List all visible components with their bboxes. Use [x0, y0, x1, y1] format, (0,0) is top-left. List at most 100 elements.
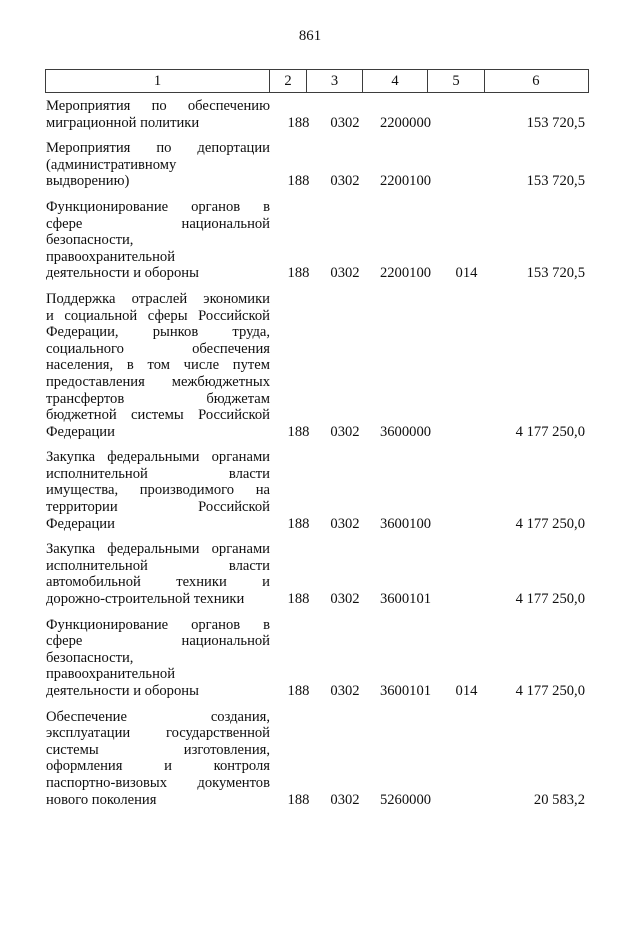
- code-col-4: 3600101: [379, 683, 432, 699]
- row-title-line: территории Российской: [46, 499, 270, 516]
- row-title-line: дорожно-строительной техники: [46, 591, 245, 608]
- row-title: Поддержка отраслей экономики и социальной…: [46, 291, 270, 440]
- row-title-line: нового поколения: [46, 791, 157, 808]
- column-header-1: 1: [153, 72, 162, 89]
- row-title-line: оформления и контроля: [46, 758, 270, 775]
- table-row: Закупка федеральными органами исполнитель…: [46, 541, 588, 607]
- row-title-line: и социальной сферы Российской: [46, 307, 270, 324]
- amount-cell: 153 720,5: [526, 114, 585, 131]
- column-header-2: 2: [269, 70, 306, 92]
- table-row: Мероприятия по депортации (административн…: [46, 140, 588, 190]
- row-title-line: Поддержка отраслей экономики: [46, 290, 270, 307]
- amount-cell: 4 177 250,0: [515, 591, 585, 608]
- row-title-line: Функционирование органов в: [46, 198, 270, 215]
- column-header-6: 6: [484, 70, 587, 92]
- row-title: Мероприятия по депортации (административн…: [46, 140, 270, 190]
- row-title-line: исполнительной власти: [46, 465, 270, 482]
- row-title-line: трансфертов бюджетам: [46, 390, 270, 407]
- row-title-line: Обеспечение создания,: [46, 708, 270, 725]
- table-row: Закупка федеральными органами исполнитель…: [46, 449, 588, 532]
- row-title: Мероприятия по обеспечению миграционной п…: [46, 98, 270, 131]
- row-title-line: предоставления межбюджетных: [46, 373, 270, 390]
- amount-cell: 4 177 250,0: [515, 683, 585, 699]
- amount-cell: 4 177 250,0: [515, 515, 585, 532]
- row-title-line: автомобильной техники и: [46, 574, 270, 591]
- amount-cell: 20 583,2: [533, 791, 585, 808]
- column-header-5: 5: [427, 70, 484, 92]
- row-title-line: выдворению): [46, 173, 130, 190]
- code-col-2: 188: [287, 683, 310, 699]
- row-title-line: Мероприятия по обеспечению: [46, 98, 270, 114]
- row-title-line: безопасности,: [46, 232, 134, 249]
- row-title: Функционирование органов в сфере национал…: [46, 617, 270, 700]
- row-title-line: безопасности,: [46, 649, 134, 666]
- amount-cell: 4 177 250,0: [515, 423, 585, 440]
- code-col-2: 188: [287, 791, 310, 808]
- row-title-line: Закупка федеральными органами: [46, 541, 270, 558]
- row-title: Обеспечение создания, эксплуатации госуда…: [46, 709, 270, 809]
- row-title-line: правоохранительной: [46, 248, 176, 265]
- code-col-2: 188: [287, 173, 310, 190]
- code-col-2: 188: [287, 114, 310, 131]
- row-title-line: миграционной политики: [46, 114, 200, 131]
- row-title-line: Федерации: [46, 515, 115, 532]
- row-title-line: сфере национальной: [46, 215, 270, 232]
- code-col-5: 014: [455, 265, 478, 282]
- table-row: Поддержка отраслей экономики и социальной…: [46, 291, 588, 440]
- table-row: Функционирование органов в сфере национал…: [46, 617, 588, 700]
- page-number: 861: [298, 28, 322, 44]
- code-col-4: 3600000: [379, 423, 432, 440]
- row-title-line: бюджетной системы Российской: [46, 407, 270, 424]
- row-title-line: социального обеспечения: [46, 340, 270, 357]
- row-title-line: Закупка федеральными органами: [46, 449, 270, 466]
- amount-cell: 153 720,5: [526, 173, 585, 190]
- table-row: Мероприятия по обеспечению миграционной п…: [46, 98, 588, 131]
- code-col-5: 014: [455, 683, 478, 699]
- code-col-3: 0302: [330, 423, 360, 440]
- code-col-3: 0302: [330, 515, 360, 532]
- code-col-3: 0302: [330, 265, 360, 282]
- row-title-line: имущества, производимого на: [46, 482, 270, 499]
- code-col-4: 2200000: [379, 114, 432, 131]
- row-title-line: (административному: [46, 156, 177, 173]
- row-title-line: правоохранительной: [46, 666, 176, 683]
- row-title-line: Функционирование органов в: [46, 616, 270, 633]
- column-header-3: 3: [306, 70, 362, 92]
- code-col-4: 2200100: [379, 265, 432, 282]
- column-header-4: 4: [362, 70, 427, 92]
- table-row: Обеспечение создания, эксплуатации госуда…: [46, 709, 588, 809]
- code-col-4: 3600100: [379, 515, 432, 532]
- row-title: Закупка федеральными органами исполнитель…: [46, 541, 270, 607]
- code-col-2: 188: [287, 265, 310, 282]
- code-col-2: 188: [287, 423, 310, 440]
- row-title: Закупка федеральными органами исполнитель…: [46, 449, 270, 532]
- row-title-line: населения, в том числе путем: [46, 357, 270, 374]
- row-title-line: Федерации: [46, 423, 115, 440]
- row-title-line: системы изготовления,: [46, 741, 270, 758]
- code-col-4: 3600101: [379, 591, 432, 608]
- table-body: Мероприятия по обеспечению миграционной п…: [46, 98, 588, 808]
- row-title-line: сфере национальной: [46, 633, 270, 650]
- row-title-line: исполнительной власти: [46, 557, 270, 574]
- code-col-3: 0302: [330, 173, 360, 190]
- table-row: Функционирование органов в сфере национал…: [46, 199, 588, 282]
- row-title-line: деятельности и обороны: [46, 265, 199, 282]
- code-col-2: 188: [287, 591, 310, 608]
- code-col-3: 0302: [330, 683, 360, 699]
- code-col-3: 0302: [330, 791, 360, 808]
- code-col-2: 188: [287, 515, 310, 532]
- code-col-4: 2200100: [379, 173, 432, 190]
- row-title-line: паспортно-визовых документов: [46, 774, 270, 791]
- code-col-4: 5260000: [379, 791, 432, 808]
- row-title: Функционирование органов в сфере национал…: [46, 199, 270, 282]
- amount-cell: 153 720,5: [526, 265, 585, 282]
- row-title-line: деятельности и обороны: [46, 683, 199, 699]
- code-col-3: 0302: [330, 114, 360, 131]
- row-title-line: эксплуатации государственной: [46, 725, 270, 742]
- row-title-line: Федерации, рынков труда,: [46, 324, 270, 341]
- code-col-3: 0302: [330, 591, 360, 608]
- row-title-line: Мероприятия по депортации: [46, 140, 270, 157]
